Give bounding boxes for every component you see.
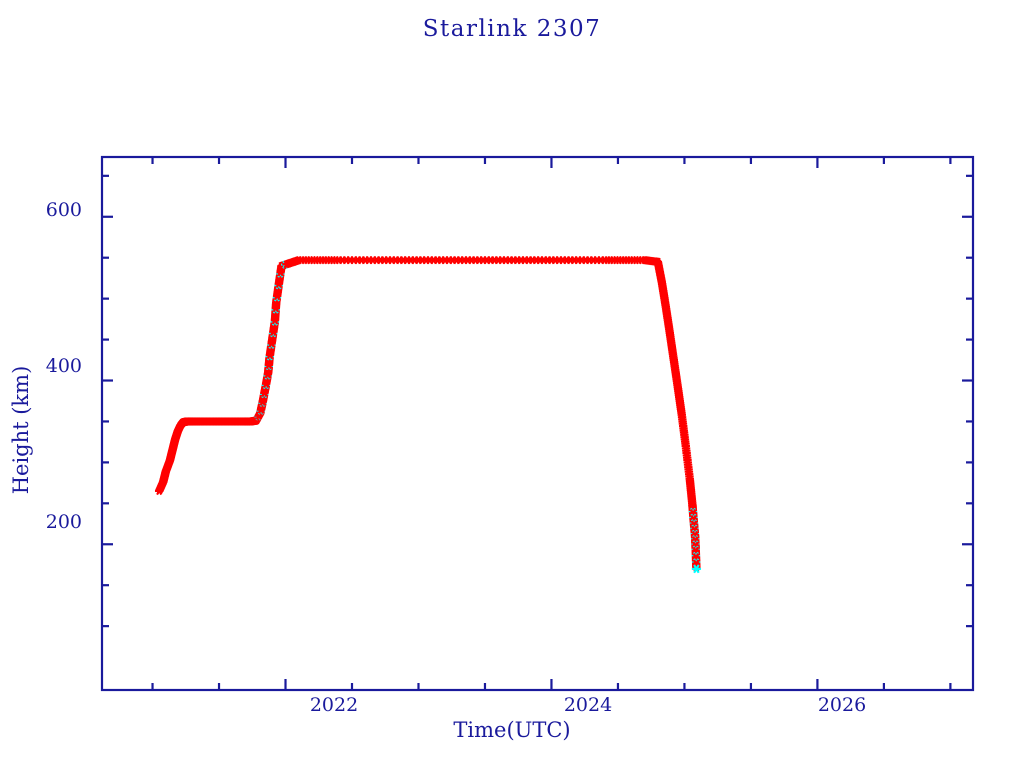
y-tick-label-600: 600	[45, 199, 82, 221]
x-axis-label: Time(UTC)	[453, 718, 571, 742]
x-tick-label-2022: 2022	[309, 694, 359, 716]
plot-frame	[100, 155, 975, 692]
x-tick-label-2024: 2024	[563, 694, 613, 716]
y-tick-label-400: 400	[45, 355, 82, 377]
y-tick-label-200: 200	[45, 511, 82, 533]
x-tick-label-2026: 2026	[817, 694, 867, 716]
axis-ticks	[102, 157, 973, 690]
chart-title: Starlink 2307	[422, 16, 602, 42]
data-series	[154, 256, 702, 574]
